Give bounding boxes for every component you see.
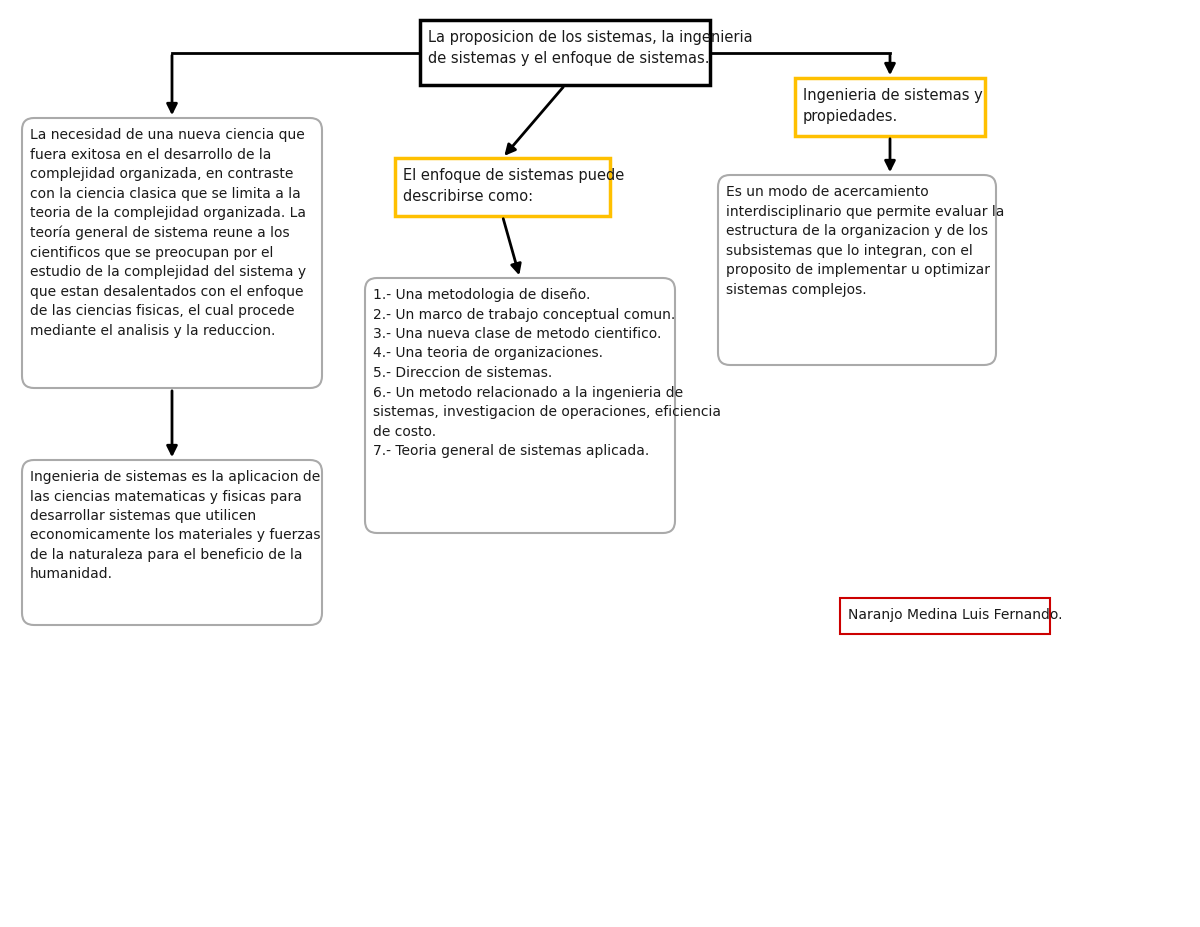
Text: La proposicion de los sistemas, la ingenieria
de sistemas y el enfoque de sistem: La proposicion de los sistemas, la ingen… bbox=[428, 30, 752, 66]
FancyBboxPatch shape bbox=[22, 460, 322, 625]
FancyBboxPatch shape bbox=[395, 158, 610, 216]
Text: Naranjo Medina Luis Fernando.: Naranjo Medina Luis Fernando. bbox=[848, 608, 1062, 622]
FancyBboxPatch shape bbox=[420, 20, 710, 85]
FancyBboxPatch shape bbox=[840, 598, 1050, 634]
Text: 1.- Una metodologia de diseño.
2.- Un marco de trabajo conceptual comun.
3.- Una: 1.- Una metodologia de diseño. 2.- Un ma… bbox=[373, 288, 721, 458]
FancyBboxPatch shape bbox=[796, 78, 985, 136]
Text: Es un modo de acercamiento
interdisciplinario que permite evaluar la
estructura : Es un modo de acercamiento interdiscipli… bbox=[726, 185, 1004, 297]
FancyBboxPatch shape bbox=[22, 118, 322, 388]
FancyBboxPatch shape bbox=[365, 278, 674, 533]
Text: Ingenieria de sistemas y
propiedades.: Ingenieria de sistemas y propiedades. bbox=[803, 88, 983, 124]
Text: Ingenieria de sistemas es la aplicacion de
las ciencias matematicas y fisicas pa: Ingenieria de sistemas es la aplicacion … bbox=[30, 470, 320, 581]
FancyBboxPatch shape bbox=[718, 175, 996, 365]
Text: El enfoque de sistemas puede
describirse como:: El enfoque de sistemas puede describirse… bbox=[403, 168, 624, 204]
Text: La necesidad de una nueva ciencia que
fuera exitosa en el desarrollo de la
compl: La necesidad de una nueva ciencia que fu… bbox=[30, 128, 306, 337]
